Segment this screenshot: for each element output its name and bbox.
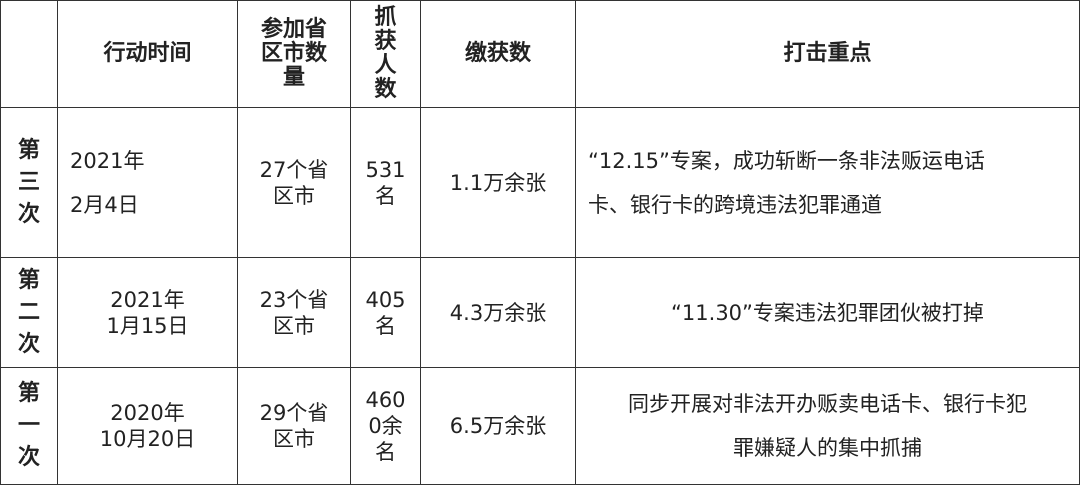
cell-line: 量 (282, 65, 305, 90)
cell-line: 人 (374, 53, 397, 78)
data-row: 第三次 2021年 2月4日 27个省 区市 531 名 1.1万余张 “12.15”专案，成功… (0, 107, 1080, 258)
cell-line: 460 (365, 388, 406, 412)
cell-line: 2月4日 (70, 192, 139, 217)
cell-line: 1.1万余张 (449, 170, 547, 195)
data-cell: 2020年 10月20日 (57, 367, 238, 485)
data-cell: “12.15”专案，成功斩断一条非法贩运电话 卡、银行卡的跨境违法犯罪通道 (575, 107, 1080, 258)
data-cell: 531 名 (350, 107, 421, 258)
header-cell: 缴获数 (420, 0, 576, 108)
cell-line: 23个省 (259, 287, 329, 312)
row-label: 第一次 (0, 367, 58, 485)
data-cell: 6.5万余张 (420, 367, 576, 485)
header-cell: 抓获人数 (350, 0, 421, 108)
cell-line: 次 (17, 201, 40, 227)
cell-line: 罪嫌疑人的集中抓捕 (733, 436, 922, 460)
cell-line: 数 (374, 77, 397, 102)
cell-line: 行动时间 (103, 41, 192, 66)
cell-line: 0余 (368, 414, 403, 438)
cell-line: 缴获数 (464, 41, 531, 66)
cell-line: 次 (17, 445, 40, 470)
cell-line: 三 (17, 169, 40, 195)
cell-line: 区市 (273, 427, 315, 451)
row-label: 第二次 (0, 257, 58, 368)
data-row: 第一次 2020年 10月20日 29个省 区市 460 0余名 6.5万余张 同步开展对非法开… (0, 367, 1080, 485)
data-cell: 460 0余名 (350, 367, 421, 485)
cell-line: 6.5万余张 (449, 414, 547, 438)
cell-line: 第 (17, 381, 40, 406)
header-row: 行动时间 参加省 区市数量抓获人数缴获数 打击重点 (0, 0, 1080, 108)
data-cell: 4.3万余张 (420, 257, 576, 368)
cell-line: 同步开展对非法开办贩卖电话卡、银行卡犯 (628, 392, 1027, 416)
cell-line: 一 (17, 413, 40, 438)
cell-line: 区市 (273, 313, 315, 338)
cell-line: 2021年 (70, 148, 145, 173)
cell-line: 29个省 (259, 401, 329, 425)
cell-line: 27个省 (259, 157, 329, 182)
cell-line: 抓 (374, 5, 397, 30)
data-cell: “11.30”专案违法犯罪团伙被打掉 (575, 257, 1080, 368)
cell-line: 405 (365, 287, 406, 312)
cell-line: 名 (375, 440, 396, 464)
cell-line: 区市数 (260, 41, 327, 66)
cell-line: 二 (17, 299, 40, 325)
header-cell: 打击重点 (575, 0, 1080, 108)
data-cell: 2021年 2月4日 (57, 107, 238, 258)
data-cell: 同步开展对非法开办贩卖电话卡、银行卡犯 罪嫌疑人的集中抓捕 (575, 367, 1080, 485)
cell-line: 1月15日 (106, 313, 189, 338)
corner-cell (0, 0, 58, 108)
cell-line: 参加省 (260, 17, 327, 42)
cell-line: “11.30”专案违法犯罪团伙被打掉 (671, 300, 984, 325)
data-row: 第二次 2021年 1月15日 23个省 区市 405 名 4.3万余张 “11.30”专案违法… (0, 257, 1080, 368)
data-cell: 29个省 区市 (237, 367, 351, 485)
cell-line: 获 (374, 29, 397, 54)
cell-line: 531 (365, 157, 406, 182)
cell-line: 第 (17, 267, 40, 293)
cell-line: 2021年 (110, 287, 185, 312)
cell-line: 10月20日 (99, 427, 196, 451)
cell-line: 4.3万余张 (449, 300, 547, 325)
cell-line: 名 (375, 313, 396, 338)
data-cell: 2021年 1月15日 (57, 257, 238, 368)
cell-line: 打击重点 (783, 41, 872, 66)
cell-line: 2020年 (110, 401, 185, 425)
cell-line: 区市 (273, 183, 315, 208)
data-cell: 23个省 区市 (237, 257, 351, 368)
data-cell: 27个省 区市 (237, 107, 351, 258)
header-cell: 行动时间 (57, 0, 238, 108)
cell-line: 卡、银行卡的跨境违法犯罪通道 (588, 192, 882, 217)
cell-line: “12.15”专案，成功斩断一条非法贩运电话 (588, 148, 985, 173)
data-cell: 405 名 (350, 257, 421, 368)
cell-line: 第 (17, 137, 40, 163)
row-label: 第三次 (0, 107, 58, 258)
header-cell: 参加省 区市数量 (237, 0, 351, 108)
data-cell: 1.1万余张 (420, 107, 576, 258)
cell-line: 名 (375, 183, 396, 208)
cell-line: 次 (17, 331, 40, 357)
